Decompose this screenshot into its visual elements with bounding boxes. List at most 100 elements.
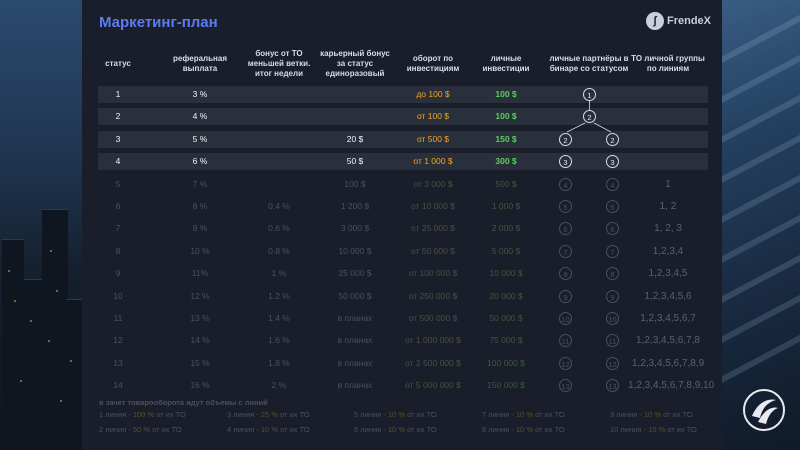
- cell-personal-investment: 100 $: [495, 111, 517, 122]
- cell-personal-investment: 1 000 $: [491, 201, 521, 211]
- city-background-left: [0, 0, 82, 450]
- cell-referral: 6 %: [192, 156, 208, 167]
- footer-line-label: 7 линия -: [482, 410, 516, 419]
- cell-referral: 7 %: [192, 178, 208, 189]
- cell-career-bonus: 25 000 $: [338, 268, 372, 279]
- cell-referral: 3 %: [192, 89, 208, 99]
- partner-circle: 12: [606, 356, 619, 370]
- cell-referral: 13 %: [190, 313, 210, 323]
- cell-group-turnover: 1,2,3,4: [652, 245, 684, 257]
- footer-line-label: 4 линия -: [227, 425, 261, 434]
- footer-line-percent: 10 %: [260, 425, 278, 434]
- footer-line-percent: 25 %: [260, 410, 278, 419]
- cell-referral: 4 %: [192, 111, 208, 122]
- footer-line-label: 1 линия -: [99, 410, 133, 419]
- footer-line-item: 9 линия - 10 % от их ТО: [610, 410, 693, 419]
- footer-line-label: 6 линия -: [354, 425, 388, 434]
- cell-turnover: от 1 000 $: [413, 156, 453, 167]
- cell-personal-investment: 150 000 $: [487, 380, 525, 391]
- cell-status: 10: [113, 290, 123, 301]
- cell-status: 12: [113, 335, 123, 346]
- cell-group-turnover: 1,2,3,4,5,6,7: [640, 313, 696, 324]
- cell-turnover: от 50 000 $: [411, 245, 455, 256]
- cell-turnover: от 100 000 $: [408, 268, 458, 279]
- cell-status: 2: [115, 111, 121, 122]
- cell-career-bonus: 20 $: [346, 133, 364, 144]
- cell-personal-investment: 500 $: [495, 178, 517, 189]
- footer-line-percent: 10 %: [387, 410, 405, 419]
- cell-branch-bonus: [243, 131, 315, 148]
- glass-facade: [722, 0, 800, 69]
- cell-status: 4: [115, 156, 121, 167]
- cell-personal-investment: 100 $: [495, 89, 517, 99]
- table-header: статус реферальная выплата бонус от ТО м…: [98, 44, 708, 84]
- cell-personal-investment: 300 $: [495, 156, 517, 167]
- cell-status: 5: [115, 178, 121, 189]
- partner-circle: 11: [606, 334, 619, 348]
- building: [24, 279, 42, 450]
- cell-branch-bonus: 1.4 %: [268, 313, 290, 323]
- footer-line-item: 4 линия - 10 % от их ТО: [227, 425, 310, 434]
- footer-line-suffix: от их ТО: [405, 410, 437, 419]
- cell-personal-investment: 5 000 $: [491, 245, 521, 256]
- cell-turnover: до 100 $: [416, 89, 450, 99]
- partner-circle: 11: [559, 334, 572, 348]
- header-personal-investment: личные инвестиции: [482, 54, 530, 73]
- cell-referral: 11%: [191, 268, 209, 279]
- partner-circle: 4: [606, 177, 619, 191]
- cell-branch-bonus: [243, 176, 315, 193]
- partner-circle: 1: [583, 88, 596, 101]
- cell-career-bonus: 100 $: [344, 178, 366, 189]
- frendex-logo-icon: ʃ: [646, 12, 664, 30]
- brand-logo: ʃ FrendeX: [646, 12, 711, 30]
- cell-branch-bonus: [243, 86, 315, 103]
- cell-status: 1: [115, 89, 121, 99]
- header-career-bonus: карьерный бонус за статус единоразовый: [320, 49, 390, 78]
- table-row: 12 14 % 1.6 % в планах от 1 000 000 $ 75 000 …: [98, 332, 708, 349]
- header-status: статус: [105, 59, 131, 68]
- cell-career-bonus: в планах: [337, 313, 373, 323]
- window-light: [8, 270, 10, 272]
- partner-circle: 6: [559, 222, 572, 236]
- cell-referral: 5 %: [192, 133, 208, 144]
- table-row: 5 7 % 100 $ от 3 000 $ 500 $ 1 4 4: [98, 176, 708, 193]
- cell-status: 14: [113, 380, 123, 391]
- frendex-swirl-logo-icon: [743, 389, 785, 431]
- partner-circle: 2: [606, 132, 619, 146]
- footer-line-item: 6 линия - 10 % от их ТО: [354, 425, 437, 434]
- partner-circle: 3: [559, 155, 572, 169]
- building: [66, 299, 82, 450]
- cell-referral: 12 %: [190, 290, 210, 301]
- cell-personal-investment: 100 000 $: [487, 357, 525, 368]
- partner-circle: 4: [559, 177, 572, 191]
- cell-turnover: от 500 $: [416, 133, 450, 144]
- footer-line-suffix: от их ТО: [150, 425, 182, 434]
- table-row: 6 8 % 0.4 % 1 200 $ от 10 000 $ 1 000 $ 1, 2 5 5: [98, 198, 708, 215]
- cell-turnover: от 5 000 000 $: [405, 380, 461, 391]
- table-row: 1 3 % до 100 $ 100 $ 1: [98, 86, 708, 103]
- building: [42, 209, 68, 450]
- cell-group-turnover: 1,2,3,4,5,6: [644, 290, 692, 302]
- cell-group-turnover: 1,2,3,4,5: [648, 268, 688, 280]
- footer-line-label: 9 линия -: [610, 410, 644, 419]
- partner-circle: 10: [559, 312, 572, 325]
- cell-branch-bonus: 0.8 %: [268, 245, 290, 256]
- cell-personal-investment: 75 000 $: [489, 335, 523, 346]
- glass-facade: [722, 277, 800, 349]
- footer-line-item: 3 линия - 25 % от их ТО: [227, 410, 310, 419]
- partner-circle: 7: [606, 244, 619, 258]
- partner-circle: 5: [559, 200, 572, 213]
- footer-line-suffix: от их ТО: [661, 410, 693, 419]
- cell-group-turnover: 1,2,3,4,5,6,7,8,9,10: [628, 380, 715, 392]
- header-branch-bonus: бонус от ТО меньшей ветки. итог недели: [247, 49, 311, 78]
- cell-career-bonus: 3 000 $: [340, 223, 370, 234]
- partner-circle: 12: [559, 356, 572, 370]
- footer-line-percent: 10 %: [515, 425, 533, 434]
- window-light: [20, 380, 22, 382]
- cell-status: 8: [115, 245, 121, 256]
- footer-line-item: 1 линия - 100 % от их ТО: [99, 410, 186, 419]
- page-title: Маркетинг-план: [99, 14, 218, 31]
- table-row: 11 13 % 1.4 % в планах от 500 000 $ 50 000 $ 1…: [98, 310, 708, 327]
- glass-facade: [722, 77, 800, 149]
- window-light: [70, 360, 72, 362]
